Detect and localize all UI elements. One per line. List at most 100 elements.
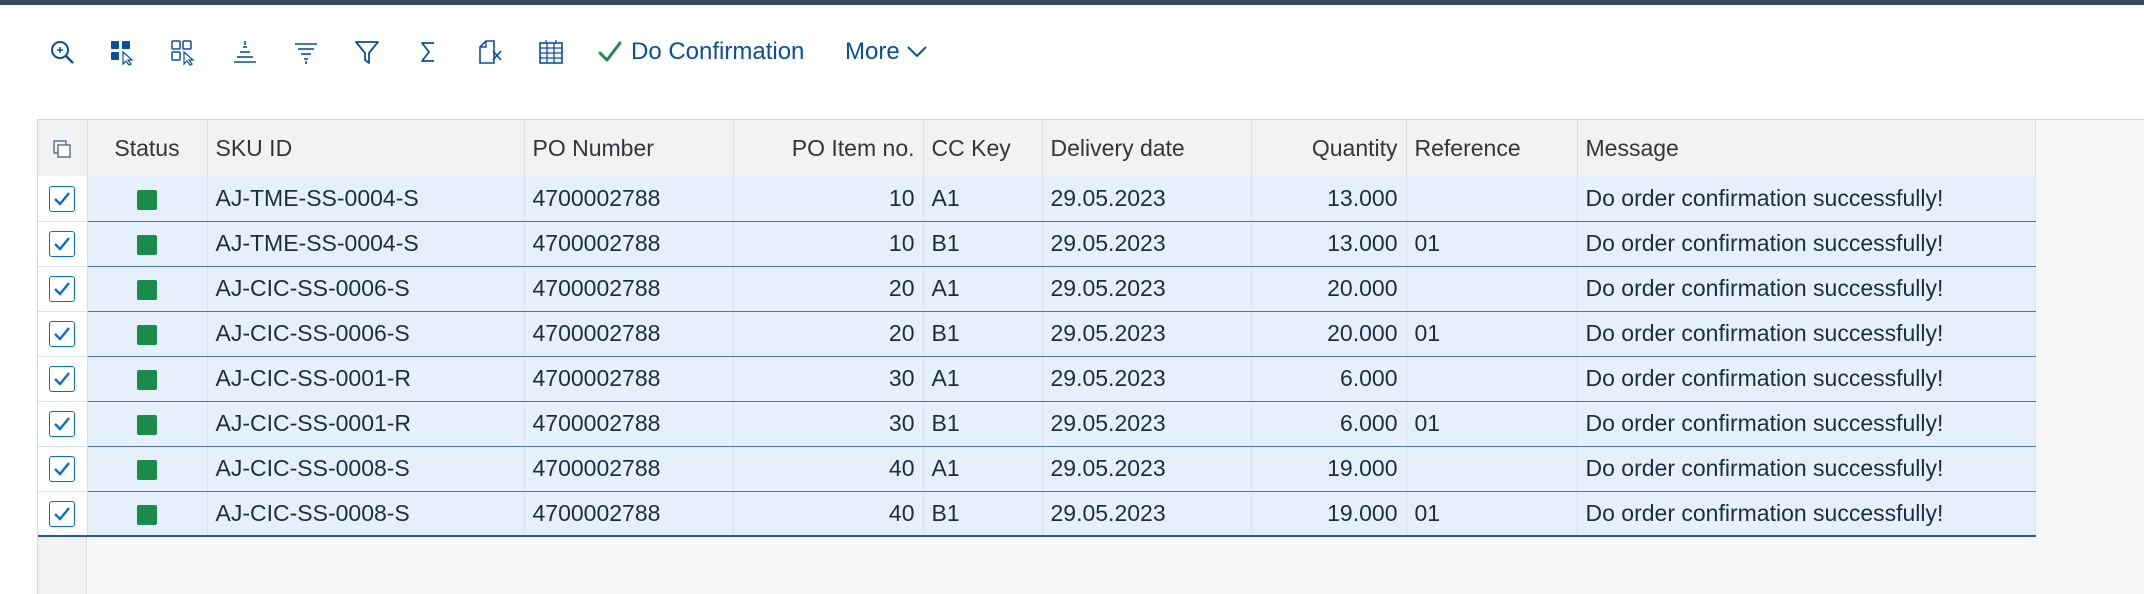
- cell-delivery-date: 29.05.2023: [1042, 401, 1252, 447]
- column-header-po-item-no[interactable]: PO Item no.: [733, 120, 924, 176]
- cell-cc-key: A1: [923, 446, 1043, 492]
- cell-po-item-no: 10: [733, 221, 924, 267]
- checkbox-checked-icon: [49, 411, 76, 438]
- cell-message: Do order confirmation successfully!: [1577, 266, 2036, 312]
- cell-po-number: 4700002788: [524, 266, 734, 312]
- checkbox-checked-icon: [49, 501, 76, 528]
- cell-delivery-date: 29.05.2023: [1042, 266, 1252, 312]
- checkbox-checked-icon: [49, 366, 76, 393]
- cell-cc-key: B1: [923, 221, 1043, 267]
- status-success-icon: [137, 504, 157, 525]
- checkbox-checked-icon: [49, 456, 76, 483]
- cell-delivery-date: 29.05.2023: [1042, 446, 1252, 492]
- cell-reference: [1406, 356, 1578, 402]
- filter-icon[interactable]: [347, 32, 387, 72]
- cell-po-number: 4700002788: [524, 491, 734, 537]
- cell-message: Do order confirmation successfully!: [1577, 311, 2036, 357]
- sort-descending-icon[interactable]: [286, 32, 326, 72]
- table-row[interactable]: AJ-CIC-SS-0008-S 4700002788 40 A1 29.05.…: [38, 446, 2036, 492]
- cell-po-number: 4700002788: [524, 401, 734, 447]
- results-table: Status SKU ID PO Number PO Item no. CC K…: [38, 120, 2036, 537]
- cell-quantity: 6.000: [1251, 401, 1407, 447]
- do-confirmation-label: Do Confirmation: [631, 38, 805, 65]
- row-checkbox[interactable]: [38, 356, 88, 402]
- cell-quantity: 20.000: [1251, 266, 1407, 312]
- cell-quantity: 19.000: [1251, 446, 1407, 492]
- cell-po-number: 4700002788: [524, 176, 734, 222]
- cell-po-number: 4700002788: [524, 446, 734, 492]
- row-checkbox[interactable]: [38, 311, 88, 357]
- cell-cc-key: B1: [923, 401, 1043, 447]
- column-header-quantity[interactable]: Quantity: [1251, 120, 1407, 176]
- cell-quantity: 13.000: [1251, 221, 1407, 267]
- table-row[interactable]: AJ-CIC-SS-0001-R 4700002788 30 A1 29.05.…: [38, 356, 2036, 402]
- status-cell: [87, 221, 208, 267]
- grid-settings-icon[interactable]: [531, 32, 571, 72]
- table-row[interactable]: AJ-CIC-SS-0001-R 4700002788 30 B1 29.05.…: [38, 401, 2036, 447]
- cell-cc-key: A1: [923, 266, 1043, 312]
- row-checkbox[interactable]: [38, 401, 88, 447]
- column-header-delivery-date[interactable]: Delivery date: [1042, 120, 1252, 176]
- row-checkbox[interactable]: [38, 491, 88, 537]
- row-checkbox[interactable]: [38, 176, 88, 222]
- cell-message: Do order confirmation successfully!: [1577, 401, 2036, 447]
- cell-po-item-no: 20: [733, 266, 924, 312]
- status-success-icon: [137, 189, 157, 210]
- column-header-status[interactable]: Status: [87, 120, 208, 176]
- cell-cc-key: A1: [923, 356, 1043, 402]
- cell-cc-key: B1: [923, 311, 1043, 357]
- cell-po-item-no: 30: [733, 356, 924, 402]
- table-row[interactable]: AJ-TME-SS-0004-S 4700002788 10 B1 29.05.…: [38, 221, 2036, 267]
- status-success-icon: [137, 414, 157, 435]
- status-cell: [87, 446, 208, 492]
- status-success-icon: [137, 459, 157, 480]
- select-layout-icon[interactable]: [102, 32, 142, 72]
- column-header-message[interactable]: Message: [1577, 120, 2036, 176]
- cell-sku-id: AJ-CIC-SS-0006-S: [207, 266, 525, 312]
- shell-top-bar: [0, 0, 2144, 5]
- status-success-icon: [137, 279, 157, 300]
- table-row[interactable]: AJ-CIC-SS-0008-S 4700002788 40 B1 29.05.…: [38, 491, 2036, 537]
- row-checkbox[interactable]: [38, 221, 88, 267]
- checkmark-icon: [598, 41, 622, 62]
- checkbox-checked-icon: [49, 231, 76, 258]
- results-grid: Status SKU ID PO Number PO Item no. CC K…: [37, 119, 2144, 594]
- cell-po-item-no: 10: [733, 176, 924, 222]
- search-icon[interactable]: [42, 32, 82, 72]
- sort-ascending-icon[interactable]: [225, 32, 265, 72]
- cell-delivery-date: 29.05.2023: [1042, 221, 1252, 267]
- cell-po-number: 4700002788: [524, 356, 734, 402]
- column-header-cc-key[interactable]: CC Key: [923, 120, 1043, 176]
- cell-cc-key: A1: [923, 176, 1043, 222]
- cell-sku-id: AJ-CIC-SS-0001-R: [207, 401, 525, 447]
- cell-reference: [1406, 266, 1578, 312]
- select-all-button[interactable]: [38, 120, 88, 176]
- cell-quantity: 13.000: [1251, 176, 1407, 222]
- sum-icon[interactable]: [408, 32, 448, 72]
- status-cell: [87, 401, 208, 447]
- more-button[interactable]: More: [845, 34, 928, 70]
- cell-reference: 01: [1406, 401, 1578, 447]
- choose-layout-icon[interactable]: [163, 32, 203, 72]
- checkbox-checked-icon: [49, 276, 76, 303]
- chevron-down-icon: [906, 46, 927, 58]
- table-row[interactable]: AJ-TME-SS-0004-S 4700002788 10 A1 29.05.…: [38, 176, 2036, 222]
- cell-po-number: 4700002788: [524, 311, 734, 357]
- cell-message: Do order confirmation successfully!: [1577, 356, 2036, 402]
- table-row[interactable]: AJ-CIC-SS-0006-S 4700002788 20 A1 29.05.…: [38, 266, 2036, 312]
- row-checkbox[interactable]: [38, 446, 88, 492]
- column-header-po-number[interactable]: PO Number: [524, 120, 734, 176]
- status-success-icon: [137, 369, 157, 390]
- table-row[interactable]: AJ-CIC-SS-0006-S 4700002788 20 B1 29.05.…: [38, 311, 2036, 357]
- do-confirmation-button[interactable]: Do Confirmation: [597, 34, 804, 70]
- cell-delivery-date: 29.05.2023: [1042, 356, 1252, 402]
- cell-sku-id: AJ-CIC-SS-0008-S: [207, 446, 525, 492]
- header-row: Status SKU ID PO Number PO Item no. CC K…: [38, 120, 2036, 176]
- column-header-reference[interactable]: Reference: [1406, 120, 1578, 176]
- status-success-icon: [137, 324, 157, 345]
- export-icon[interactable]: [469, 32, 509, 72]
- cell-delivery-date: 29.05.2023: [1042, 176, 1252, 222]
- column-header-sku-id[interactable]: SKU ID: [207, 120, 525, 176]
- status-success-icon: [137, 234, 157, 255]
- row-checkbox[interactable]: [38, 266, 88, 312]
